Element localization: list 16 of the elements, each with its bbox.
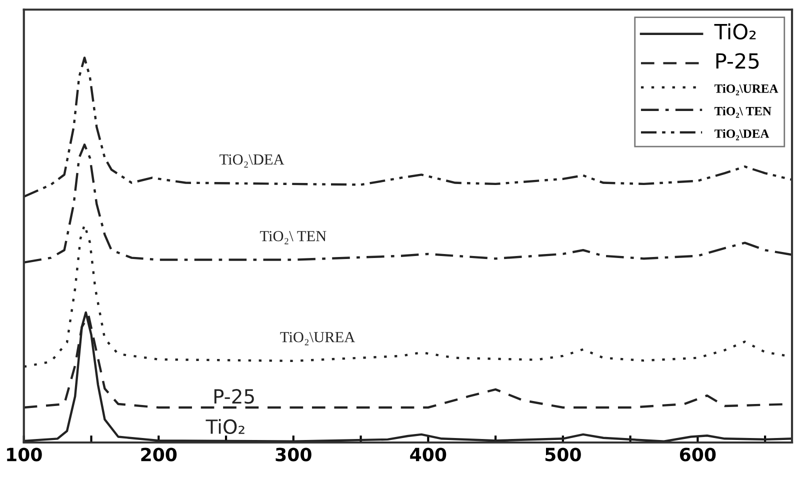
x-tick-label: 100 bbox=[7, 448, 42, 462]
x-tick-label: 600 bbox=[680, 448, 716, 462]
text: TiO₂\ TEN bbox=[260, 230, 326, 244]
text: TiO₂ bbox=[206, 418, 244, 434]
x-tick-label: 200 bbox=[141, 448, 177, 462]
text: TiO₂\DEA bbox=[220, 154, 284, 168]
text: TiO₂\UREA bbox=[280, 332, 356, 346]
legend-label: TiO₂\ TEN bbox=[714, 106, 772, 118]
legend-label: TiO₂\UREA bbox=[714, 84, 778, 96]
text: P-25 bbox=[214, 389, 254, 404]
legend-label: TiO₂ bbox=[714, 23, 756, 40]
x-tick-label: 300 bbox=[276, 448, 312, 462]
x-tick-label: 500 bbox=[545, 448, 581, 462]
legend-label: P-25 bbox=[716, 53, 759, 69]
legend-label: TiO₂\DEA bbox=[714, 129, 770, 140]
x-tick-label: 400 bbox=[410, 448, 446, 462]
